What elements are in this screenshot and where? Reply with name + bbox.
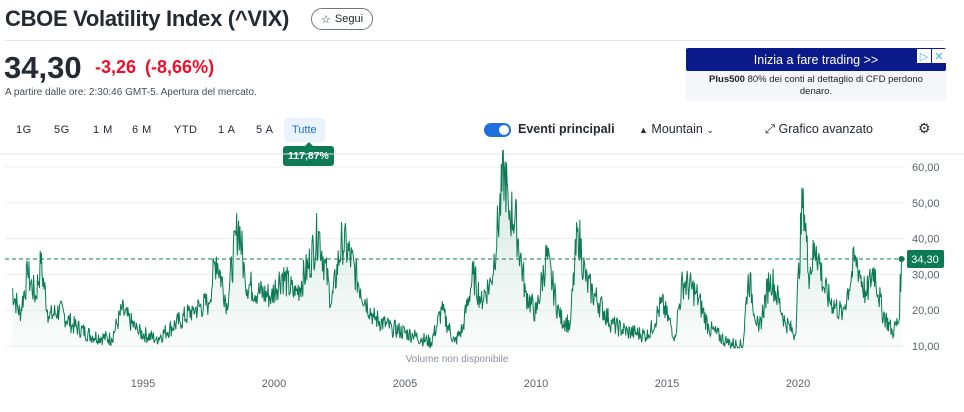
chevron-down-icon: ⌄ [706, 125, 714, 135]
x-tick-label: 2020 [786, 378, 810, 390]
close-icon[interactable]: ✕ [932, 49, 946, 63]
y-tick-label: 10,00 [912, 341, 940, 353]
advertisement[interactable]: Inizia a fare trading >> ▷ ✕ Plus500 80% … [686, 48, 946, 101]
page-title: CBOE Volatility Index (^VIX) [5, 6, 289, 31]
events-label: Eventi principali [518, 122, 615, 136]
price-change: -3,26 (-8,66%) [95, 57, 215, 77]
adchoices-icon[interactable]: ▷ [917, 49, 931, 63]
star-icon: ☆ [321, 13, 331, 26]
x-tick-label: 2005 [393, 378, 417, 390]
range-1m[interactable]: 1 M [93, 124, 113, 136]
x-tick-label: 1995 [131, 378, 155, 390]
range-5g[interactable]: 5G [54, 124, 70, 136]
current-price-badge [907, 250, 944, 269]
divider [5, 40, 944, 41]
area-fill [12, 150, 902, 350]
x-tick-label: 2015 [655, 378, 679, 390]
price: 34,30 [4, 50, 82, 85]
expand-icon: ⤢ [765, 122, 776, 136]
range-1g[interactable]: 1G [16, 124, 32, 136]
range-6m[interactable]: 6 M [132, 124, 152, 136]
y-tick-label: 50,00 [912, 198, 940, 210]
chart-type-dropdown[interactable]: ▲ Mountain ⌄ [639, 122, 714, 136]
y-tick-label: 60,00 [912, 162, 940, 174]
vix-chart[interactable]: 60,00 50,00 40,00 30,00 20,00 10,00 1995 2000 20… [0, 150, 964, 412]
price-line [11, 150, 902, 350]
x-tick-label: 2000 [262, 378, 286, 390]
events-toggle[interactable] [484, 123, 511, 137]
as-of-time: A partire dalle ore: 2:30:46 GMT-5. Aper… [5, 87, 257, 98]
mountain-icon: ▲ [639, 125, 648, 135]
y-tick-label: 20,00 [912, 305, 940, 317]
range-change-badge: 117,87% [283, 142, 334, 166]
ad-brand: Plus500 [709, 74, 745, 85]
y-tick-label: 30,00 [912, 269, 940, 281]
ad-cta[interactable]: Inizia a fare trading >> [753, 52, 879, 67]
y-tick-label: 40,00 [912, 234, 940, 246]
advanced-chart-button[interactable]: ⤢ Grafico avanzato [765, 122, 873, 136]
range-1a[interactable]: 1 A [218, 124, 236, 136]
follow-button[interactable]: ☆ Segui [311, 8, 374, 30]
range-tutte[interactable]: Tutte [284, 118, 325, 142]
x-tick-label: 2010 [524, 378, 548, 390]
range-5a[interactable]: 5 A [256, 124, 274, 136]
current-price-dot [898, 256, 905, 263]
volume-note: Volume non disponibile [406, 354, 509, 365]
ad-disclaimer: 80% dei conti al dettaglio di CFD perdon… [744, 74, 923, 97]
range-ytd[interactable]: YTD [174, 124, 198, 136]
current-price-label: 34,30 [911, 254, 939, 266]
settings-gear-icon[interactable]: ⚙ [918, 120, 931, 136]
